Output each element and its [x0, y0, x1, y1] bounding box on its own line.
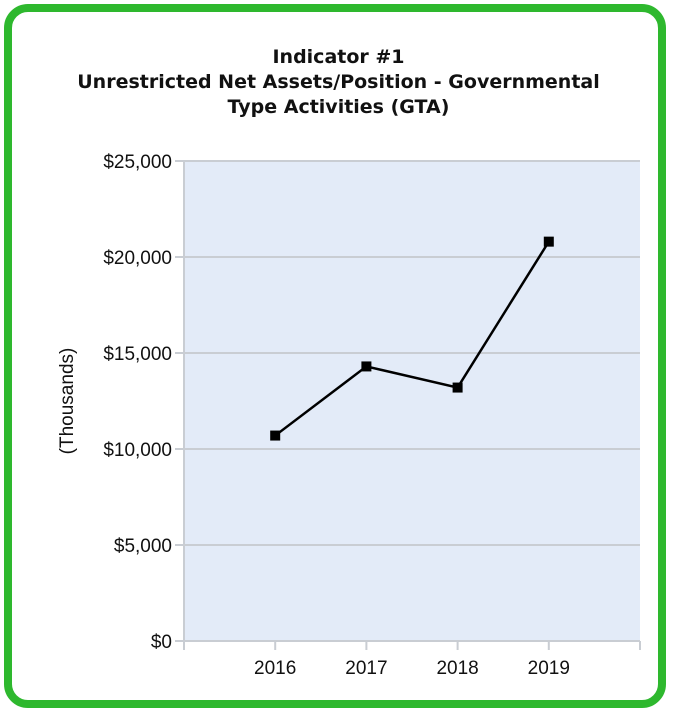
- y-tick-label: $20,000: [103, 248, 172, 269]
- x-tick-label: 2018: [436, 658, 478, 679]
- x-tick-label: 2019: [528, 658, 570, 679]
- data-point: [452, 382, 463, 393]
- y-axis-title: (Thousands): [57, 348, 78, 455]
- y-tick-label: $5,000: [114, 536, 172, 557]
- y-tick-label: $15,000: [103, 344, 172, 365]
- data-point: [270, 430, 281, 441]
- plot-area: [184, 161, 640, 641]
- y-tick-label: $10,000: [103, 440, 172, 461]
- chart-title-line-1: Indicator #1: [272, 46, 405, 68]
- chart-title-line-3: Type Activities (GTA): [227, 96, 450, 118]
- series-line: [274, 240, 550, 437]
- y-tick-label: $25,000: [103, 152, 172, 173]
- x-tick-label: 2017: [345, 658, 387, 679]
- y-tick-label: $0: [151, 632, 172, 653]
- chart-title-line-2: Unrestricted Net Assets/Position - Gover…: [77, 71, 600, 93]
- x-tick-label: 2016: [254, 658, 296, 679]
- data-point: [543, 236, 554, 247]
- data-point: [361, 361, 372, 372]
